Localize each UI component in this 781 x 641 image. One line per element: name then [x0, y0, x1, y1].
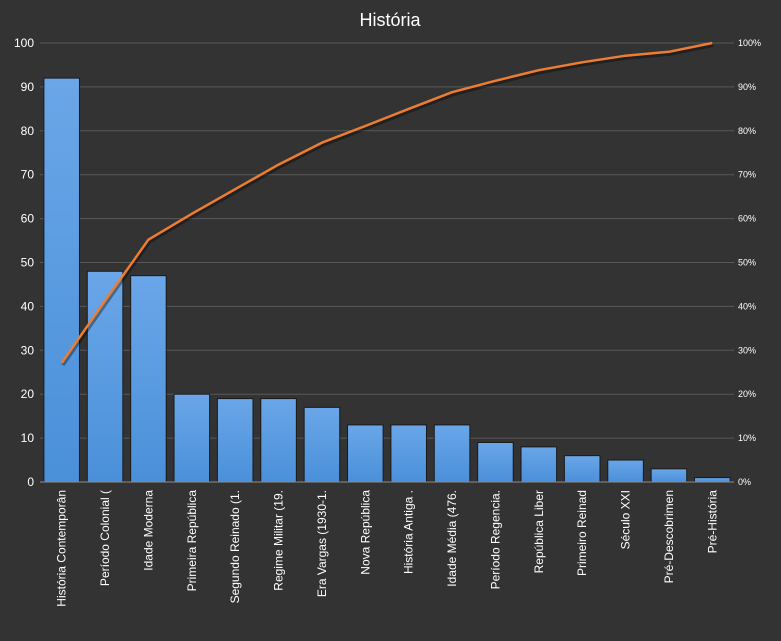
x-tick-label: Nova República — [358, 490, 372, 575]
x-tick-label: Primeira República — [185, 490, 199, 592]
bar — [43, 77, 80, 483]
bar — [260, 398, 297, 483]
x-tick-label: Idade Moderna — [141, 490, 155, 571]
bars — [40, 77, 734, 483]
y2-tick-label: 50% — [738, 258, 756, 268]
x-tick-label: Primeiro Reinad — [575, 490, 589, 576]
bar — [650, 468, 688, 483]
bar — [694, 477, 731, 483]
y2-tick-label: 60% — [738, 214, 756, 224]
y2-tick-label: 100% — [738, 38, 761, 48]
x-tick-label: Idade Média (476. — [445, 490, 459, 587]
y-tick-label: 0 — [27, 475, 34, 489]
bar — [173, 393, 211, 483]
bar — [520, 446, 558, 483]
x-tick-label: Era Vargas (1930-1. — [315, 490, 329, 597]
x-tick-label: Pré-Descobrimen — [662, 490, 676, 583]
y2-tick-label: 10% — [738, 433, 756, 443]
bar — [347, 424, 384, 483]
y2-tick-label: 40% — [738, 301, 756, 311]
x-tick-label: Período Colonial ( — [98, 490, 112, 586]
x-tick-label: Pré-História — [705, 490, 719, 554]
x-axis: História Contemporân Período Colonial ( Id… — [55, 490, 720, 607]
y-tick-label: 10 — [21, 431, 35, 445]
y2-tick-label: 20% — [738, 389, 756, 399]
y-tick-label: 20 — [21, 387, 35, 401]
y2-tick-label: 0% — [738, 477, 751, 487]
cumulative-line-path — [60, 41, 713, 364]
y-tick-label: 70 — [21, 168, 35, 182]
y-tick-label: 40 — [21, 299, 35, 313]
y-tick-label: 100 — [14, 36, 34, 50]
y2-tick-label: 80% — [738, 126, 756, 136]
x-tick-label: Segundo Reinado (1. — [228, 490, 242, 603]
y2-tick-label: 70% — [738, 170, 756, 180]
bar — [607, 459, 644, 483]
chart-title: História — [359, 10, 421, 30]
x-tick-label: História Antiga . — [402, 490, 416, 574]
y-tick-label: 60 — [21, 212, 35, 226]
y-tick-label: 50 — [21, 256, 35, 270]
bar — [216, 398, 254, 483]
bar — [477, 441, 514, 483]
bar — [563, 455, 601, 483]
y-axis-right: 0% 10% 20% 30% 40% 50% 60% 70% 80% 90% 100% — [738, 38, 761, 487]
bar — [303, 406, 341, 483]
cumulative-line — [60, 41, 714, 367]
y2-tick-label: 30% — [738, 345, 756, 355]
x-tick-label: Século XXI — [619, 490, 633, 549]
y-axis-left: 0 10 20 30 40 50 60 70 80 90 100 — [14, 36, 34, 489]
y2-tick-label: 90% — [738, 82, 756, 92]
bar — [390, 424, 427, 483]
cumulative-line-shadow — [61, 43, 714, 367]
x-tick-label: Regime Militar (19. — [272, 490, 286, 591]
bar — [433, 424, 471, 483]
x-tick-label: História Contemporân — [55, 490, 69, 607]
y-tick-label: 30 — [21, 343, 35, 357]
y-tick-label: 90 — [21, 80, 35, 94]
x-tick-label: República Liber — [532, 490, 546, 573]
bar — [86, 270, 124, 483]
x-tick-label: Período Regencia. — [488, 490, 502, 589]
bar — [130, 275, 167, 483]
y-tick-label: 80 — [21, 124, 35, 138]
